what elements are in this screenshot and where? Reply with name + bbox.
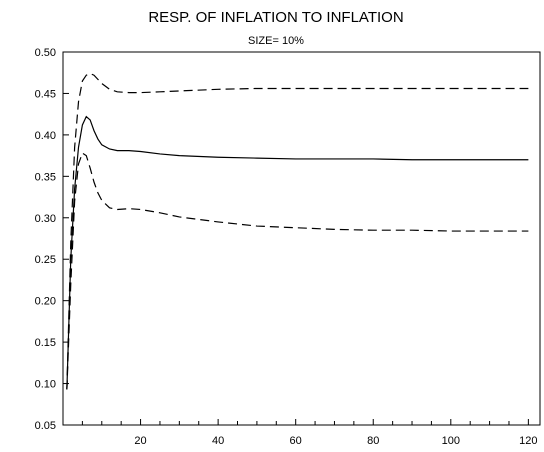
y-tick-label: 0.40: [35, 130, 56, 142]
lower-band-line: [66, 152, 529, 390]
series-group: [66, 72, 529, 390]
response-line: [66, 115, 529, 390]
y-tick-label: 0.05: [35, 420, 56, 432]
plot-frame: [62, 51, 541, 426]
x-tick-label: 20: [134, 435, 146, 447]
x-tick-label: 40: [212, 435, 224, 447]
y-tick-label: 0.15: [35, 337, 56, 349]
y-tick-label: 0.35: [35, 171, 56, 183]
axes: 0.05 0.10 0.15 0.20 0.25 0.30 0.35 0.40 0.45 0.50…: [35, 47, 541, 447]
y-tick-label: 0.50: [35, 47, 56, 59]
x-tick-label: 120: [519, 435, 537, 447]
y-tick-label: 0.30: [35, 213, 56, 225]
y-tick-label: 0.20: [35, 296, 56, 308]
y-tick-label: 0.25: [35, 254, 56, 266]
x-tick-label: 80: [367, 435, 379, 447]
chart-subtitle: SIZE= 10%: [248, 35, 304, 47]
y-tick-label: 0.10: [35, 379, 56, 391]
upper-band-line: [66, 72, 529, 390]
x-tick-label: 60: [290, 435, 302, 447]
chart-title: RESP. OF INFLATION TO INFLATION: [148, 9, 403, 26]
y-tick-label: 0.45: [35, 88, 56, 100]
x-tick-label: 100: [442, 435, 460, 447]
